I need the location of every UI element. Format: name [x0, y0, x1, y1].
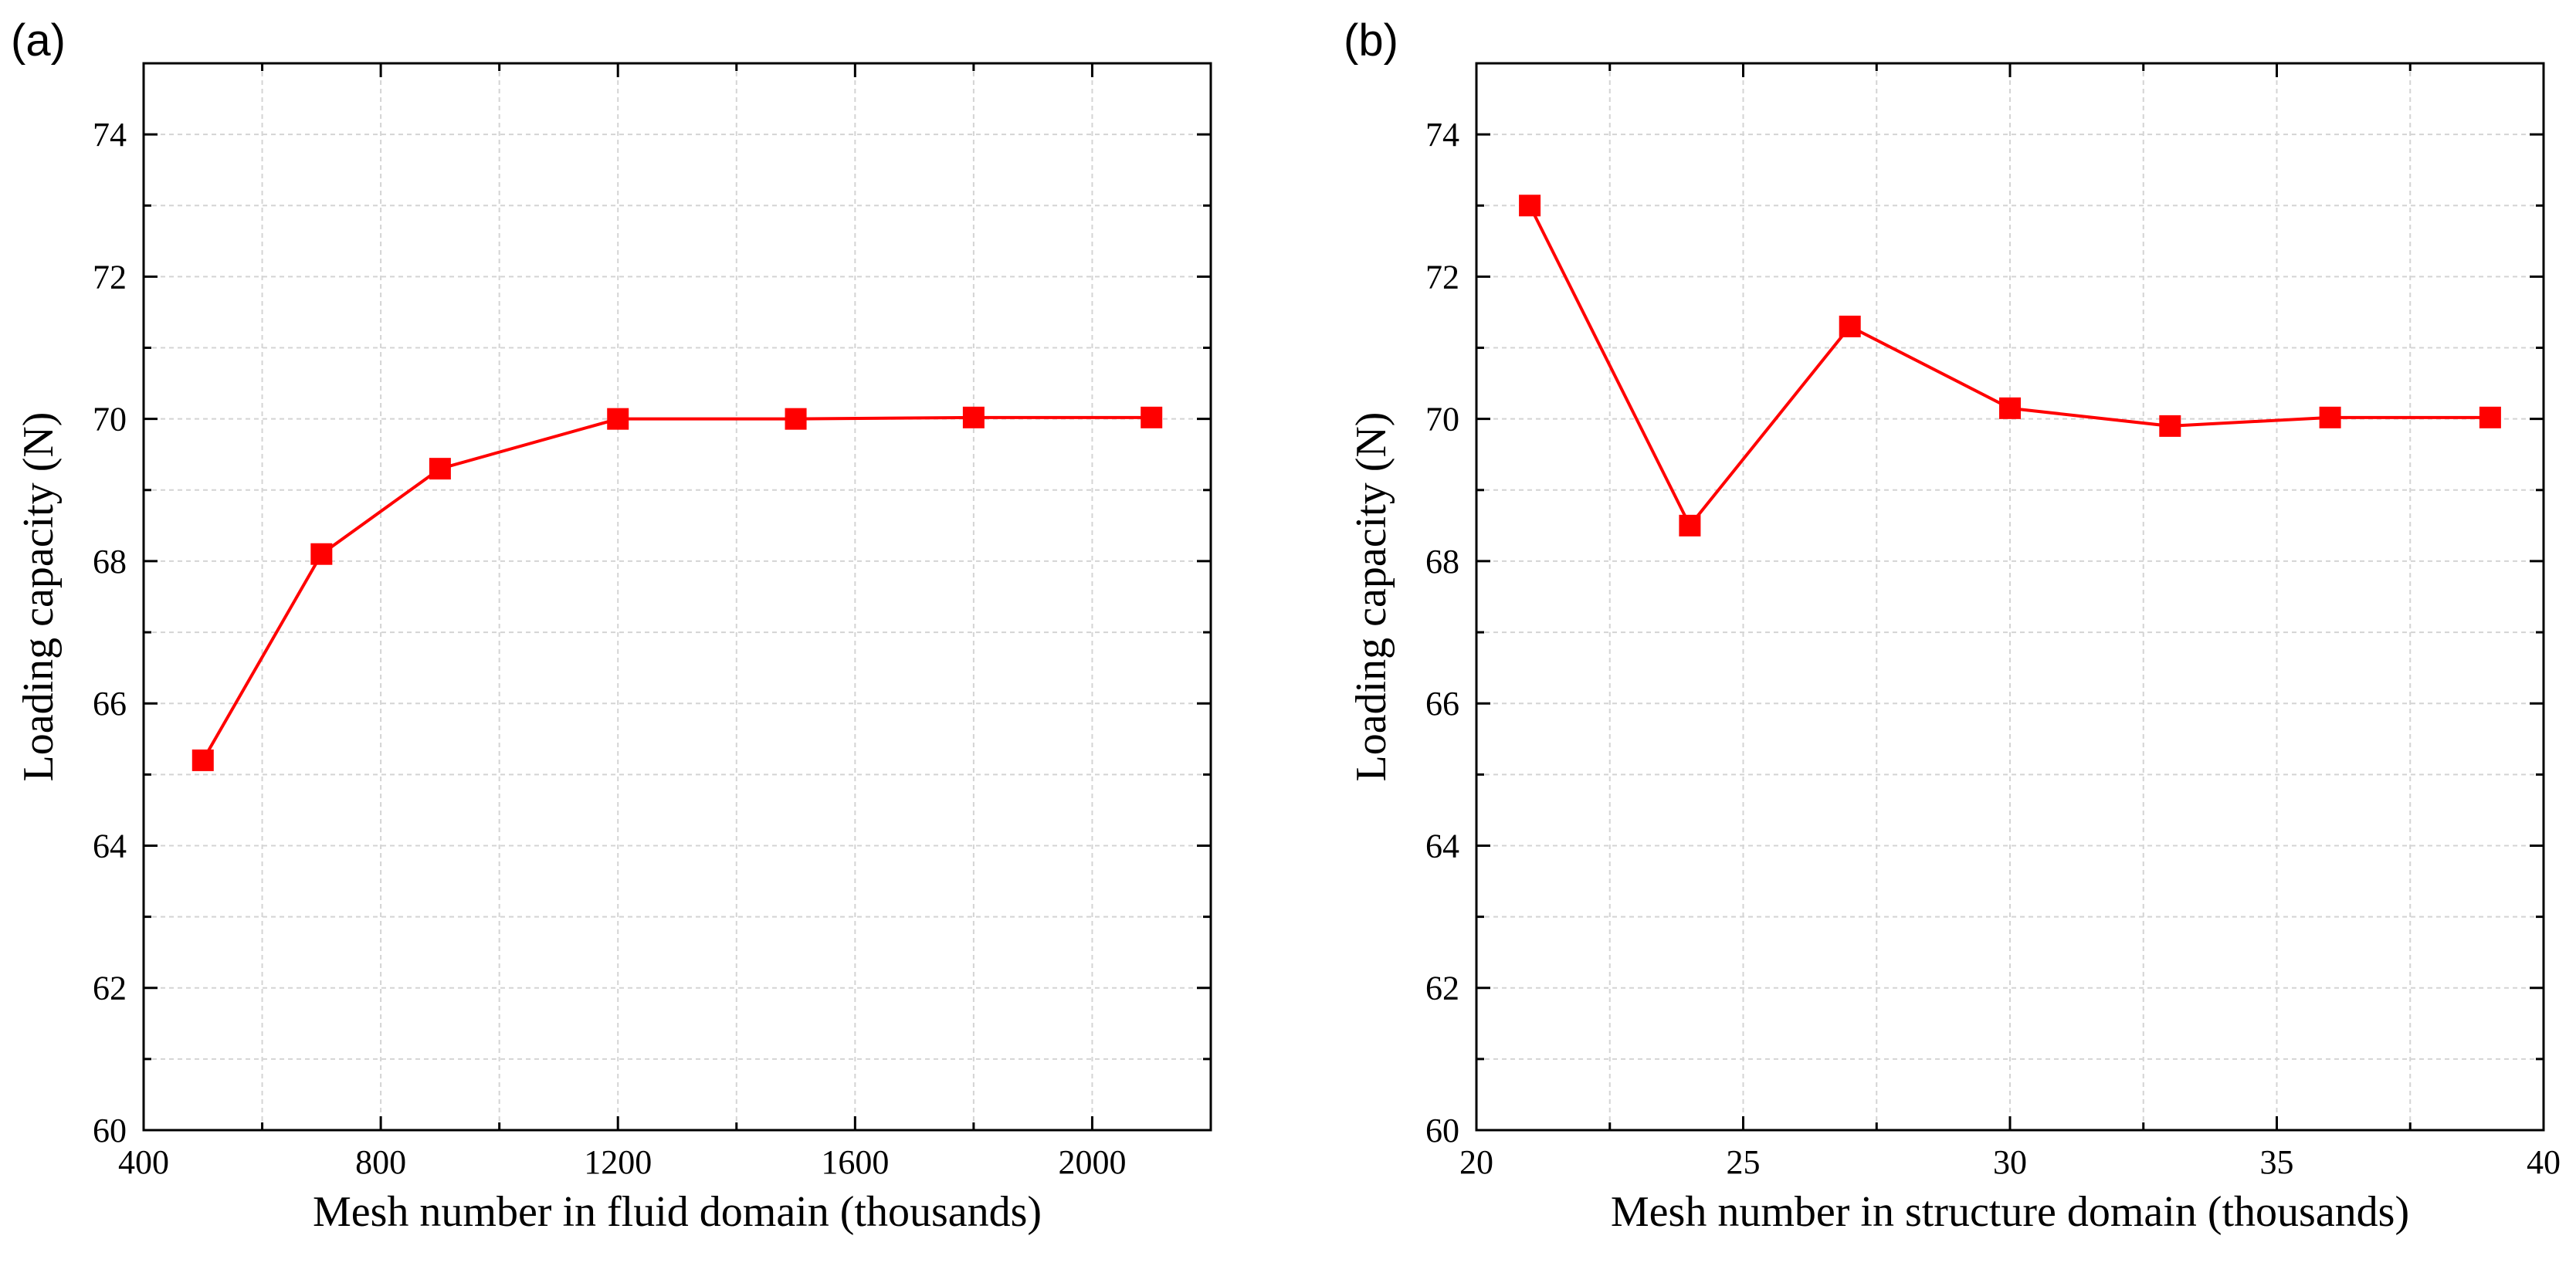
chart-b-data-point — [1679, 514, 1701, 537]
chart-a-plot-frame — [142, 62, 1212, 1132]
chart-b-y-tick-label: 70 — [1425, 401, 1459, 438]
chart-a-x-tick-label: 800 — [355, 1143, 406, 1181]
chart-b-data-point — [1839, 315, 1861, 337]
chart-b-y-tick-label: 74 — [1425, 116, 1459, 154]
chart-b-y-tick-label: 62 — [1425, 970, 1459, 1007]
chart-a-x-tick-label: 1600 — [821, 1143, 889, 1181]
panel-b-chart: (b) 20 25 30 35 40 60 62 64 66 68 70 72 74 Mesh number… — [1344, 15, 2561, 1236]
chart-a-y-tick-label: 72 — [93, 258, 127, 296]
chart-b-panel-letter: (b) — [1344, 15, 1398, 66]
chart-a-data-point — [607, 408, 629, 430]
chart-b-data-point — [2479, 406, 2501, 428]
chart-b-data-point — [1519, 195, 1541, 217]
chart-b-y-tick-label: 72 — [1425, 258, 1459, 296]
chart-a-series-line — [202, 415, 1152, 761]
chart-a-x-tick-label: 1200 — [584, 1143, 652, 1181]
chart-b-x-tick-label: 30 — [1993, 1143, 2027, 1181]
chart-a-y-tick-label: 74 — [93, 116, 127, 154]
chart-a-panel-letter: (a) — [11, 15, 66, 66]
chart-b-y-axis-title: Loading capacity (N) — [1347, 412, 1395, 782]
chart-b-y-tick-label: 60 — [1425, 1112, 1459, 1149]
chart-a-data-point — [785, 408, 807, 430]
chart-a-y-tick-label: 68 — [93, 543, 127, 581]
chart-b-y-tick-label: 64 — [1425, 827, 1459, 865]
chart-a-data-point — [962, 406, 985, 428]
chart-a-data-point — [1141, 406, 1163, 428]
chart-a-x-axis-title: Mesh number in fluid domain (thousands) — [313, 1188, 1042, 1236]
chart-a-y-tick-label: 70 — [93, 401, 127, 438]
chart-b-y-tick-label: 66 — [1425, 685, 1459, 723]
chart-b-data-point — [1999, 397, 2021, 419]
chart-b-x-tick-label: 35 — [2260, 1143, 2294, 1181]
chart-b-x-axis-title: Mesh number in structure domain (thousan… — [1611, 1188, 2409, 1236]
chart-a-data-point — [310, 543, 333, 565]
chart-a-data-point — [429, 458, 451, 480]
chart-b-data-point — [2159, 415, 2181, 437]
chart-a-y-tick-label: 62 — [93, 970, 127, 1007]
chart-a-y-tick-label: 66 — [93, 685, 127, 723]
chart-b-x-tick-label: 25 — [1727, 1143, 1761, 1181]
chart-a-data-point — [192, 749, 214, 771]
chart-a-y-tick-label: 64 — [93, 827, 127, 865]
chart-a-y-axis-title: Loading capacity (N) — [15, 412, 63, 782]
chart-b-data-point — [2319, 406, 2341, 428]
chart-a-x-tick-label: 400 — [118, 1143, 169, 1181]
chart-b-plot-frame — [1475, 62, 2545, 1132]
chart-a-y-tick-label: 60 — [93, 1112, 127, 1149]
panel-a-chart: (a) 400 800 1200 1600 2000 60 62 64 66 68 70 72 74 Mes… — [11, 15, 1212, 1236]
chart-a-x-tick-label: 2000 — [1058, 1143, 1126, 1181]
chart-b-x-tick-label: 20 — [1459, 1143, 1493, 1181]
chart-b-y-tick-label: 68 — [1425, 543, 1459, 581]
chart-b-x-tick-label: 40 — [2527, 1143, 2561, 1181]
